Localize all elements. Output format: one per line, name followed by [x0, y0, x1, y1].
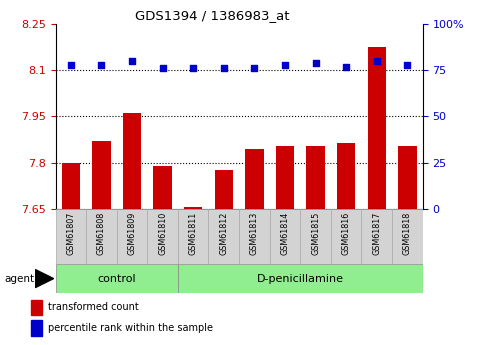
Text: GSM61815: GSM61815 [311, 211, 320, 255]
FancyBboxPatch shape [392, 209, 423, 264]
Point [67, 62, 75, 68]
Bar [184, 207, 202, 209]
FancyBboxPatch shape [56, 264, 178, 293]
Point [312, 60, 319, 66]
Text: GSM61812: GSM61812 [219, 211, 228, 255]
Bar [123, 114, 141, 209]
Bar [337, 142, 355, 209]
FancyBboxPatch shape [178, 264, 423, 293]
FancyBboxPatch shape [300, 209, 331, 264]
Text: GSM61810: GSM61810 [158, 211, 167, 255]
Text: GSM61818: GSM61818 [403, 211, 412, 255]
Text: GSM61817: GSM61817 [372, 211, 381, 255]
Point [98, 62, 105, 68]
FancyBboxPatch shape [209, 209, 239, 264]
Text: agent: agent [5, 274, 35, 284]
Point [342, 64, 350, 69]
Text: transformed count: transformed count [48, 303, 139, 313]
Text: GSM61813: GSM61813 [250, 211, 259, 255]
FancyBboxPatch shape [178, 209, 209, 264]
Text: GDS1394 / 1386983_at: GDS1394 / 1386983_at [135, 9, 290, 22]
Point [251, 66, 258, 71]
Text: control: control [98, 274, 136, 284]
FancyBboxPatch shape [86, 209, 117, 264]
FancyBboxPatch shape [56, 209, 86, 264]
FancyBboxPatch shape [331, 209, 361, 264]
Bar [306, 146, 325, 209]
Text: GSM61808: GSM61808 [97, 211, 106, 255]
Bar [245, 149, 264, 209]
Text: GSM61816: GSM61816 [341, 211, 351, 255]
Bar [276, 146, 294, 209]
Bar [62, 162, 80, 209]
Bar [214, 170, 233, 209]
Text: GSM61807: GSM61807 [66, 211, 75, 255]
Point [220, 66, 227, 71]
FancyBboxPatch shape [270, 209, 300, 264]
Text: GSM61809: GSM61809 [128, 211, 137, 255]
FancyBboxPatch shape [147, 209, 178, 264]
Polygon shape [35, 269, 54, 288]
Text: percentile rank within the sample: percentile rank within the sample [48, 323, 213, 333]
Text: GSM61814: GSM61814 [281, 211, 289, 255]
Point [159, 66, 167, 71]
Bar [154, 166, 172, 209]
Text: GSM61811: GSM61811 [189, 211, 198, 255]
Point [189, 66, 197, 71]
FancyBboxPatch shape [117, 209, 147, 264]
Bar [368, 47, 386, 209]
Bar [31, 320, 42, 336]
Point [281, 62, 289, 68]
FancyBboxPatch shape [239, 209, 270, 264]
Point [403, 62, 411, 68]
Bar [92, 141, 111, 209]
FancyBboxPatch shape [361, 209, 392, 264]
Point [373, 58, 381, 64]
Bar [31, 299, 42, 315]
Bar [398, 146, 416, 209]
Text: D-penicillamine: D-penicillamine [257, 274, 344, 284]
Point [128, 58, 136, 64]
